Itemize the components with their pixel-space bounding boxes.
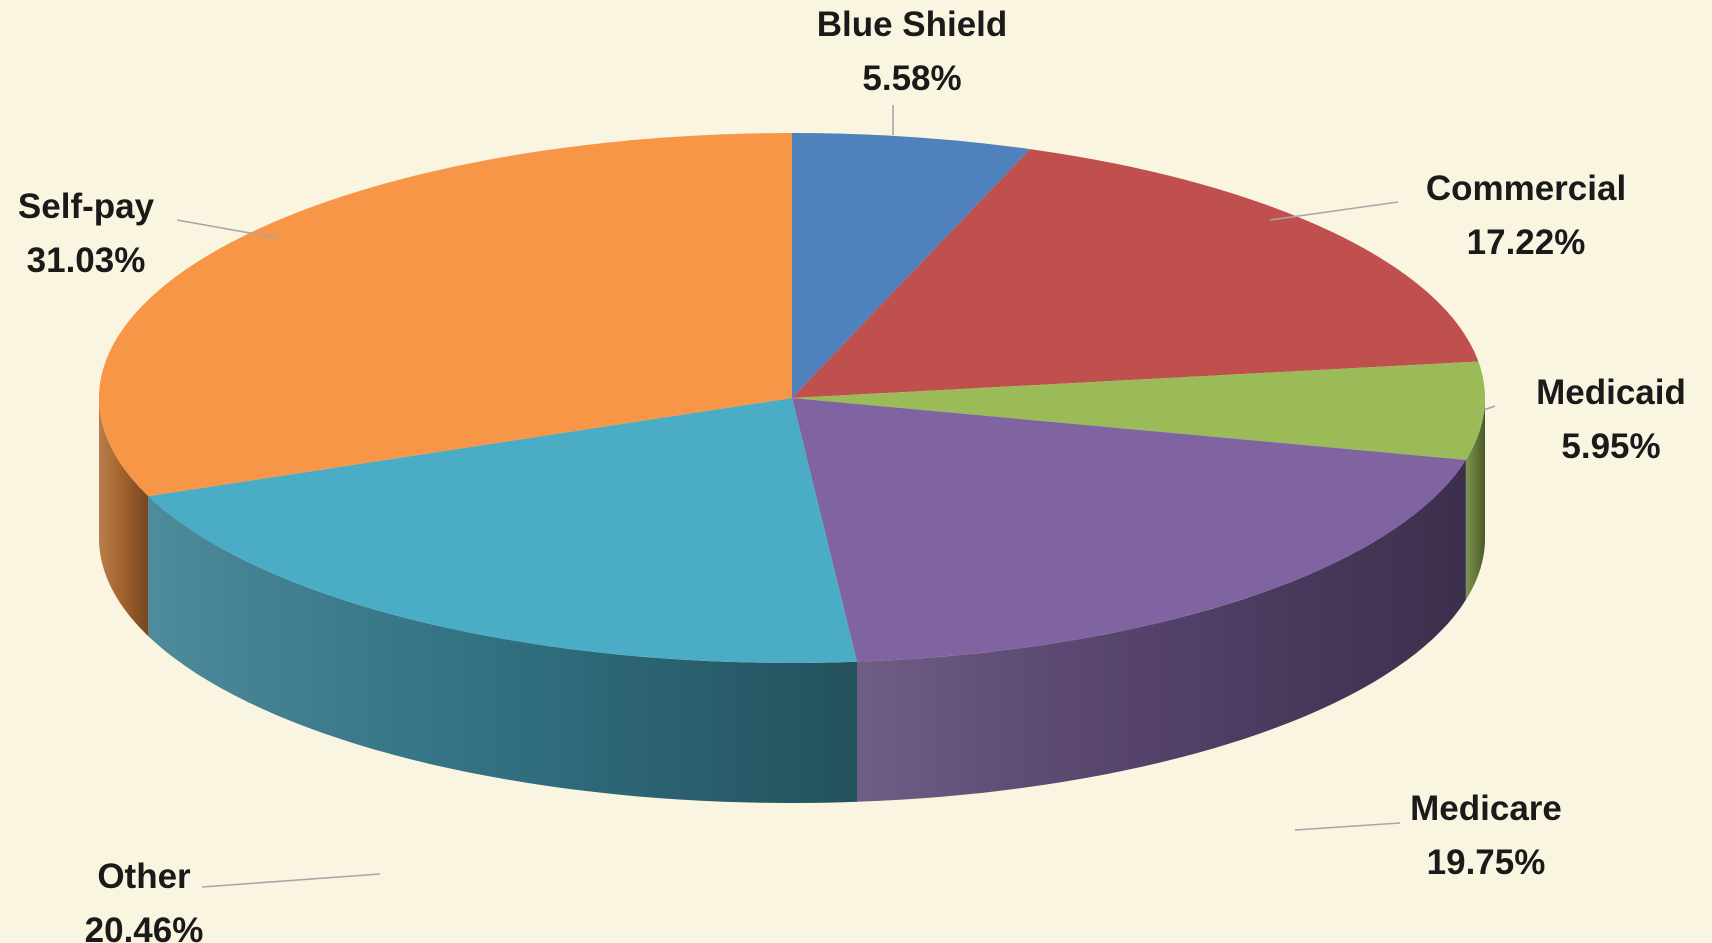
value-label-commercial: 17.22%: [1467, 223, 1586, 262]
leader-line-other: [201, 873, 381, 888]
pie-side-medicaid: [1465, 398, 1485, 600]
pie-slice-other: [148, 398, 857, 663]
pie-slice-commercial: [792, 149, 1479, 398]
pie-slice-self-pay: [98, 132, 792, 497]
leader-line-medicaid: [1477, 405, 1496, 413]
pie-slice-blue-shield: [792, 132, 1030, 398]
value-label-other: 20.46%: [85, 911, 204, 943]
category-label-self-pay: Self-pay: [18, 187, 155, 226]
leader-line-commercial: [1269, 201, 1399, 221]
leader-line-self-pay: [176, 219, 279, 239]
pie-side-medicare: [857, 459, 1466, 802]
pie-side-other: [148, 496, 857, 803]
leader-line-medicare: [1294, 822, 1401, 831]
value-label-medicare: 19.75%: [1427, 843, 1546, 882]
pie-side-self-pay: [99, 398, 149, 637]
pie-slice-medicare: [792, 398, 1466, 662]
category-label-medicaid: Medicaid: [1536, 373, 1686, 412]
value-label-self-pay: 31.03%: [27, 241, 146, 280]
category-label-other: Other: [97, 857, 191, 896]
category-label-commercial: Commercial: [1426, 169, 1626, 208]
category-label-blue-shield: Blue Shield: [817, 5, 1008, 44]
value-label-blue-shield: 5.58%: [862, 59, 961, 98]
value-label-medicaid: 5.95%: [1561, 427, 1660, 466]
pie-slice-medicaid: [792, 361, 1485, 460]
category-label-medicare: Medicare: [1410, 789, 1562, 828]
